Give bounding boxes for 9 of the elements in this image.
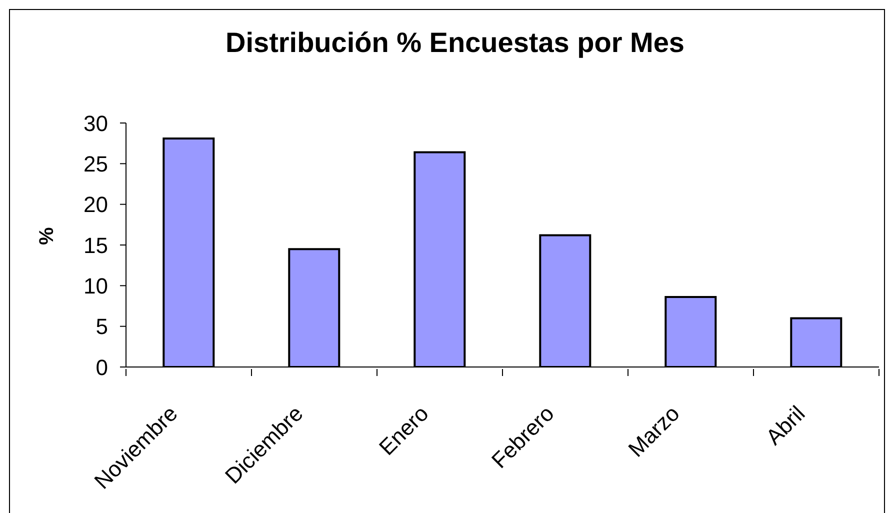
y-tick-label: 25 — [84, 151, 108, 176]
y-tick-label: 10 — [84, 273, 108, 298]
y-tick-label: 0 — [96, 354, 108, 380]
y-tick-label: 30 — [84, 110, 108, 136]
y-tick-label: 20 — [84, 192, 108, 218]
y-tick-label: 5 — [96, 314, 108, 340]
chart-title: Distribución % Encuestas por Mes — [224, 27, 686, 59]
y-tick-label: 15 — [84, 232, 108, 258]
y-axis-title: % — [36, 227, 58, 245]
